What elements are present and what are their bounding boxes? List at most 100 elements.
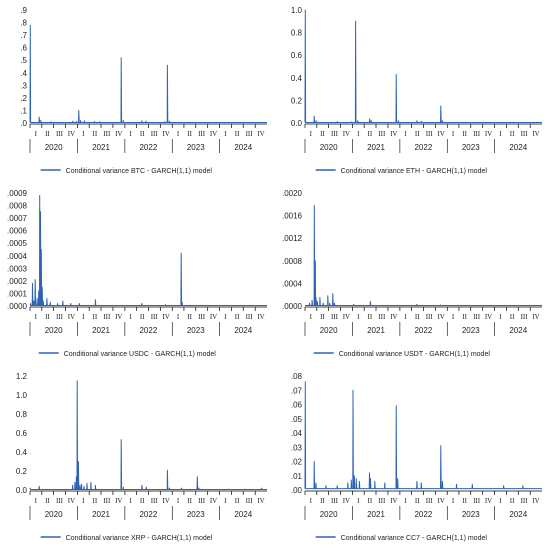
year-label: 2024 xyxy=(509,510,527,519)
quarter-label: IV xyxy=(532,130,539,138)
legend-label: Conditional variance ETH - GARCH(1,1) mo… xyxy=(341,168,488,175)
quarter-label: III xyxy=(198,130,206,138)
y-tick-label: .0009 xyxy=(7,189,28,198)
quarter-label: III xyxy=(151,313,159,321)
y-tick-label: .01 xyxy=(291,472,303,481)
year-label: 2020 xyxy=(320,326,338,335)
year-label: 2022 xyxy=(414,326,432,335)
year-label: 2021 xyxy=(367,143,385,152)
quarter-label: III xyxy=(103,130,111,138)
y-tick-label: 0.8 xyxy=(16,410,28,419)
quarter-label: I xyxy=(499,130,502,138)
y-tick-label: .0004 xyxy=(7,252,28,261)
quarter-label: IV xyxy=(390,497,397,505)
year-label: 2021 xyxy=(367,510,385,519)
y-tick-label: 0.2 xyxy=(16,467,28,476)
quarter-label: I xyxy=(499,313,502,321)
quarter-label: I xyxy=(452,130,455,138)
quarter-label: IV xyxy=(162,313,169,321)
quarter-label: I xyxy=(224,130,227,138)
quarter-label: IV xyxy=(115,313,122,321)
quarter-label: IV xyxy=(343,497,350,505)
quarter-label: II xyxy=(140,130,145,138)
quarter-label: IV xyxy=(532,313,539,321)
y-tick-label: .04 xyxy=(291,429,303,438)
y-tick-label: .00 xyxy=(291,486,303,495)
y-tick-label: .5 xyxy=(20,56,27,65)
year-label: 2024 xyxy=(234,326,252,335)
quarter-label: IV xyxy=(210,313,217,321)
year-label: 2023 xyxy=(187,510,205,519)
quarter-label: I xyxy=(35,130,38,138)
quarter-label: IV xyxy=(257,313,264,321)
quarter-label: IV xyxy=(210,130,217,138)
quarter-label: II xyxy=(187,313,192,321)
year-label: 2021 xyxy=(92,326,110,335)
y-tick-label: .08 xyxy=(291,372,303,381)
y-tick-label: .07 xyxy=(291,386,303,395)
y-tick-label: .1 xyxy=(20,106,27,115)
year-label: 2023 xyxy=(462,510,480,519)
quarter-label: II xyxy=(320,313,325,321)
y-tick-label: 0.2 xyxy=(291,96,303,105)
y-tick-label: .9 xyxy=(20,6,27,15)
legend-label: Conditional variance XRP - GARCH(1,1) mo… xyxy=(66,535,213,542)
quarter-label: I xyxy=(177,313,180,321)
quarter-label: III xyxy=(246,313,254,321)
quarter-label: II xyxy=(510,130,515,138)
quarter-label: III xyxy=(473,313,481,321)
legend-label: Conditional variance BTC - GARCH(1,1) mo… xyxy=(66,168,213,175)
quarter-label: III xyxy=(473,130,481,138)
quarter-label: IV xyxy=(68,130,75,138)
quarter-label: I xyxy=(452,313,455,321)
quarter-label: II xyxy=(187,130,192,138)
quarter-label: III xyxy=(151,130,159,138)
quarter-label: II xyxy=(45,130,50,138)
year-label: 2022 xyxy=(414,510,432,519)
quarter-label: I xyxy=(357,130,360,138)
quarter-label: II xyxy=(462,313,467,321)
quarter-label: III xyxy=(151,497,159,505)
y-tick-label: .0012 xyxy=(282,234,303,243)
y-tick-label: 0.4 xyxy=(291,74,303,83)
y-tick-label: .0 xyxy=(20,119,27,128)
quarter-label: III xyxy=(331,497,339,505)
y-tick-label: 0.6 xyxy=(291,51,303,60)
quarter-label: IV xyxy=(485,313,492,321)
y-tick-label: 0.8 xyxy=(291,29,303,38)
quarter-label: IV xyxy=(485,497,492,505)
year-label: 2023 xyxy=(462,326,480,335)
quarter-label: III xyxy=(426,497,434,505)
quarter-label: II xyxy=(368,313,373,321)
quarter-label: I xyxy=(177,497,180,505)
series-line xyxy=(29,380,267,490)
y-tick-label: .3 xyxy=(20,81,27,90)
quarter-label: I xyxy=(130,313,133,321)
quarter-label: II xyxy=(415,497,420,505)
quarter-label: I xyxy=(35,497,38,505)
quarter-label: III xyxy=(246,497,254,505)
quarter-label: I xyxy=(405,130,408,138)
y-tick-label: .8 xyxy=(20,19,27,28)
y-tick-label: .0003 xyxy=(7,264,28,273)
year-label: 2020 xyxy=(320,510,338,519)
y-tick-label: 1.0 xyxy=(16,391,28,400)
quarter-label: I xyxy=(357,313,360,321)
chart-panel-3: .0000 .0001 .0002 .0003 .0004 .0005 .0006 .0007… xyxy=(7,189,267,358)
year-label: 2024 xyxy=(234,510,252,519)
year-label: 2022 xyxy=(139,326,157,335)
series-line xyxy=(305,204,542,306)
quarter-label: II xyxy=(510,313,515,321)
quarter-label: II xyxy=(415,130,420,138)
year-label: 2021 xyxy=(367,326,385,335)
y-tick-label: 0.6 xyxy=(16,429,28,438)
quarter-label: III xyxy=(473,497,481,505)
chart-panel-6: .00.01.02.03.04.05.06.07.08I II III IV2020I… xyxy=(291,372,542,542)
quarter-label: IV xyxy=(485,130,492,138)
quarter-label: III xyxy=(378,130,386,138)
year-label: 2022 xyxy=(414,143,432,152)
y-tick-label: .03 xyxy=(291,443,303,452)
quarter-label: IV xyxy=(257,130,264,138)
